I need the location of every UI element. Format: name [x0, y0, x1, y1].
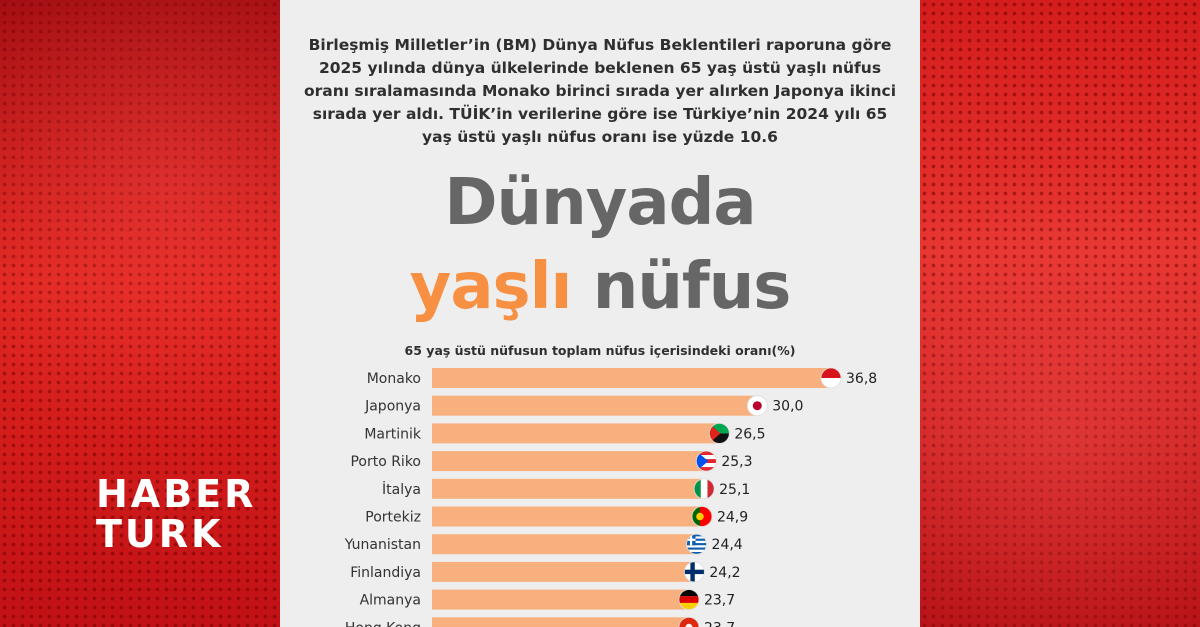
category-label: Martinik: [364, 426, 422, 442]
background-left: [0, 0, 280, 627]
category-label: Finlandiya: [350, 565, 421, 581]
portugal-flag-icon: [691, 506, 712, 527]
value-label: 23,7: [704, 620, 735, 627]
bar: [432, 395, 758, 416]
puerto-rico-flag-icon: [696, 451, 717, 472]
bar-row: Japonya 30,0: [364, 395, 803, 417]
bar: [432, 423, 720, 444]
category-label: Portekiz: [365, 510, 421, 526]
greece-flag-icon: [686, 534, 707, 555]
category-label: Japonya: [364, 399, 421, 415]
bar: [432, 506, 702, 527]
bar: [432, 451, 707, 472]
value-label: 23,7: [704, 593, 735, 609]
category-label: İtalya: [382, 480, 421, 498]
intro-paragraph: Birleşmiş Milletler’in (BM) Dünya Nüfus …: [303, 36, 897, 146]
category-label: Porto Riko: [350, 454, 421, 470]
category-label: Almanya: [360, 593, 421, 609]
value-label: 30,0: [772, 399, 803, 415]
monaco-flag-icon: [821, 368, 841, 388]
haberturk-logo: HABER TURK: [96, 472, 257, 556]
bar: [432, 534, 697, 555]
chart-title: 65 yaş üstü nüfusun toplam nüfus içerisi…: [404, 343, 796, 358]
value-label: 25,1: [719, 482, 750, 498]
headline-rest: nüfus: [592, 250, 792, 324]
bar-row: Porto Riko 25,3: [350, 450, 752, 472]
finland-flag-icon: [684, 561, 705, 582]
bar-row: Monako 36,8: [367, 367, 877, 389]
category-label: Monako: [367, 371, 421, 387]
headline-highlight: yaşlı: [409, 250, 573, 324]
background-right: [920, 0, 1200, 627]
bar-row: İtalya 25,1: [382, 478, 750, 500]
bar-row: Portekiz 24,9: [365, 506, 748, 527]
bar: [432, 617, 689, 627]
logo-line-2: TURK: [96, 512, 224, 556]
bar: [432, 589, 689, 610]
value-label: 24,2: [709, 565, 740, 581]
headline-line-1: Dünyada: [444, 166, 756, 240]
germany-flag-icon: [678, 589, 699, 610]
value-label: 24,4: [712, 537, 743, 553]
logo-line-1: HABER: [96, 472, 257, 516]
bar: [432, 368, 831, 388]
category-label: Hong Kong: [345, 620, 421, 627]
hong-kong-flag-icon: [678, 617, 699, 627]
bar-row: Martinik 26,5: [364, 422, 765, 444]
headline-line-2: yaşlı nüfus: [280, 252, 920, 322]
bar-row: Finlandiya 24,2: [350, 561, 741, 583]
bar: [432, 478, 705, 499]
value-label: 24,9: [717, 510, 748, 526]
bar-row: Almanya 23,7: [360, 589, 735, 610]
martinique-flag-icon: [709, 423, 730, 444]
category-label: Yunanistan: [344, 537, 421, 553]
bar: [432, 561, 695, 582]
bar-row: Hong Kong 23,7: [345, 616, 735, 627]
value-label: 25,3: [721, 454, 752, 470]
italy-flag-icon: [694, 478, 715, 499]
bar-row: Yunanistan 24,4: [344, 533, 743, 555]
japan-flag-icon: [747, 395, 768, 416]
value-label: 36,8: [846, 371, 877, 387]
value-label: 26,5: [734, 426, 765, 442]
